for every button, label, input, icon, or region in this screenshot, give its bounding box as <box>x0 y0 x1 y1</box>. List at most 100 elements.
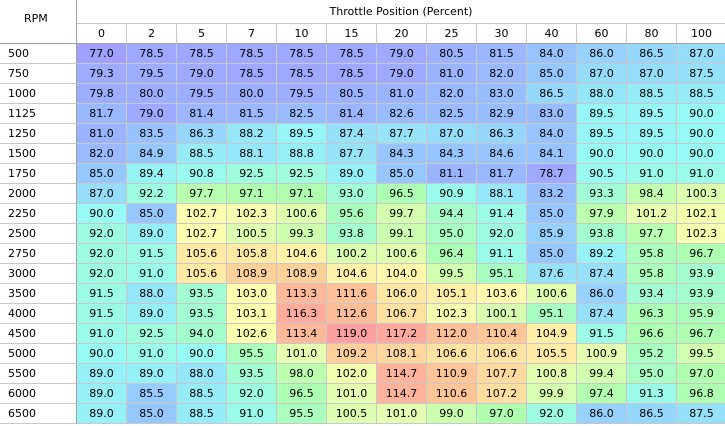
table-cell[interactable]: 95.0 <box>627 364 677 384</box>
table-cell[interactable]: 96.8 <box>677 384 725 404</box>
table-cell[interactable]: 93.4 <box>627 284 677 304</box>
table-cell[interactable]: 97.7 <box>177 184 227 204</box>
table-cell[interactable]: 85.0 <box>527 204 577 224</box>
table-cell[interactable]: 90.0 <box>677 104 725 124</box>
table-cell[interactable]: 108.9 <box>227 264 277 284</box>
table-cell[interactable]: 97.0 <box>477 404 527 424</box>
table-cell[interactable]: 96.3 <box>627 304 677 324</box>
table-cell[interactable]: 119.0 <box>327 324 377 344</box>
table-cell[interactable]: 87.7 <box>377 124 427 144</box>
table-cell[interactable]: 105.6 <box>177 244 227 264</box>
table-cell[interactable]: 83.2 <box>527 184 577 204</box>
table-cell[interactable]: 90.0 <box>677 144 725 164</box>
table-cell[interactable]: 85.5 <box>127 384 177 404</box>
table-cell[interactable]: 91.0 <box>127 344 177 364</box>
table-cell[interactable]: 96.5 <box>377 184 427 204</box>
table-cell[interactable]: 98.4 <box>627 184 677 204</box>
table-cell[interactable]: 114.7 <box>377 384 427 404</box>
table-cell[interactable]: 102.1 <box>677 204 725 224</box>
table-cell[interactable]: 89.0 <box>127 224 177 244</box>
table-cell[interactable]: 91.0 <box>127 264 177 284</box>
table-cell[interactable]: 95.9 <box>677 304 725 324</box>
table-cell[interactable]: 81.7 <box>477 164 527 184</box>
table-cell[interactable]: 95.0 <box>427 224 477 244</box>
table-cell[interactable]: 95.8 <box>627 244 677 264</box>
table-cell[interactable]: 102.3 <box>227 204 277 224</box>
table-cell[interactable]: 110.9 <box>427 364 477 384</box>
table-cell[interactable]: 91.0 <box>77 324 127 344</box>
table-cell[interactable]: 102.3 <box>677 224 725 244</box>
table-cell[interactable]: 112.6 <box>327 304 377 324</box>
table-cell[interactable]: 94.4 <box>427 204 477 224</box>
table-cell[interactable]: 82.9 <box>477 104 527 124</box>
table-cell[interactable]: 106.7 <box>377 304 427 324</box>
table-cell[interactable]: 93.5 <box>177 304 227 324</box>
table-cell[interactable]: 117.2 <box>377 324 427 344</box>
table-cell[interactable]: 104.6 <box>277 244 327 264</box>
table-cell[interactable]: 100.5 <box>227 224 277 244</box>
table-cell[interactable]: 108.1 <box>377 344 427 364</box>
table-cell[interactable]: 87.0 <box>577 64 627 84</box>
table-cell[interactable]: 95.6 <box>327 204 377 224</box>
table-cell[interactable]: 89.5 <box>627 124 677 144</box>
table-cell[interactable]: 97.4 <box>577 384 627 404</box>
table-cell[interactable]: 101.0 <box>377 404 427 424</box>
table-cell[interactable]: 88.2 <box>227 124 277 144</box>
table-cell[interactable]: 89.0 <box>127 304 177 324</box>
table-cell[interactable]: 88.5 <box>677 84 725 104</box>
table-cell[interactable]: 79.0 <box>127 104 177 124</box>
table-cell[interactable]: 102.7 <box>177 204 227 224</box>
table-cell[interactable]: 88.0 <box>127 284 177 304</box>
table-cell[interactable]: 82.0 <box>427 84 477 104</box>
table-cell[interactable]: 81.0 <box>427 64 477 84</box>
table-cell[interactable]: 93.8 <box>577 224 627 244</box>
table-cell[interactable]: 97.0 <box>677 364 725 384</box>
table-cell[interactable]: 92.5 <box>127 324 177 344</box>
table-cell[interactable]: 87.6 <box>527 264 577 284</box>
table-cell[interactable]: 92.2 <box>127 184 177 204</box>
table-cell[interactable]: 91.5 <box>77 304 127 324</box>
table-cell[interactable]: 91.0 <box>227 404 277 424</box>
table-cell[interactable]: 101.0 <box>327 384 377 404</box>
table-cell[interactable]: 96.5 <box>277 384 327 404</box>
table-cell[interactable]: 116.3 <box>277 304 327 324</box>
table-cell[interactable]: 90.0 <box>77 344 127 364</box>
table-cell[interactable]: 85.0 <box>127 404 177 424</box>
table-cell[interactable]: 82.5 <box>427 104 477 124</box>
table-cell[interactable]: 99.0 <box>427 404 477 424</box>
table-cell[interactable]: 99.7 <box>377 204 427 224</box>
table-cell[interactable]: 85.0 <box>527 244 577 264</box>
table-cell[interactable]: 79.5 <box>177 84 227 104</box>
table-cell[interactable]: 91.5 <box>77 284 127 304</box>
table-cell[interactable]: 87.0 <box>427 124 477 144</box>
table-cell[interactable]: 99.9 <box>527 384 577 404</box>
table-cell[interactable]: 89.5 <box>627 104 677 124</box>
table-cell[interactable]: 83.0 <box>527 104 577 124</box>
table-cell[interactable]: 89.5 <box>277 124 327 144</box>
table-cell[interactable]: 86.3 <box>177 124 227 144</box>
table-cell[interactable]: 85.9 <box>527 224 577 244</box>
table-cell[interactable]: 105.5 <box>527 344 577 364</box>
table-cell[interactable]: 95.1 <box>477 264 527 284</box>
table-cell[interactable]: 89.5 <box>577 124 627 144</box>
table-cell[interactable]: 86.0 <box>577 284 627 304</box>
table-cell[interactable]: 82.5 <box>277 104 327 124</box>
table-cell[interactable]: 78.5 <box>277 44 327 64</box>
table-cell[interactable]: 88.1 <box>477 184 527 204</box>
table-cell[interactable]: 111.6 <box>327 284 377 304</box>
table-cell[interactable]: 80.0 <box>227 84 277 104</box>
table-cell[interactable]: 81.0 <box>77 124 127 144</box>
table-cell[interactable]: 104.9 <box>527 324 577 344</box>
table-cell[interactable]: 95.8 <box>627 264 677 284</box>
table-cell[interactable]: 110.4 <box>477 324 527 344</box>
table-cell[interactable]: 87.4 <box>327 124 377 144</box>
table-cell[interactable]: 97.1 <box>227 184 277 204</box>
table-cell[interactable]: 95.2 <box>627 344 677 364</box>
table-cell[interactable]: 81.4 <box>177 104 227 124</box>
table-cell[interactable]: 85.0 <box>527 64 577 84</box>
table-cell[interactable]: 81.7 <box>77 104 127 124</box>
table-cell[interactable]: 78.7 <box>527 164 577 184</box>
table-cell[interactable]: 90.0 <box>77 204 127 224</box>
table-cell[interactable]: 92.5 <box>277 164 327 184</box>
table-cell[interactable]: 93.9 <box>677 284 725 304</box>
